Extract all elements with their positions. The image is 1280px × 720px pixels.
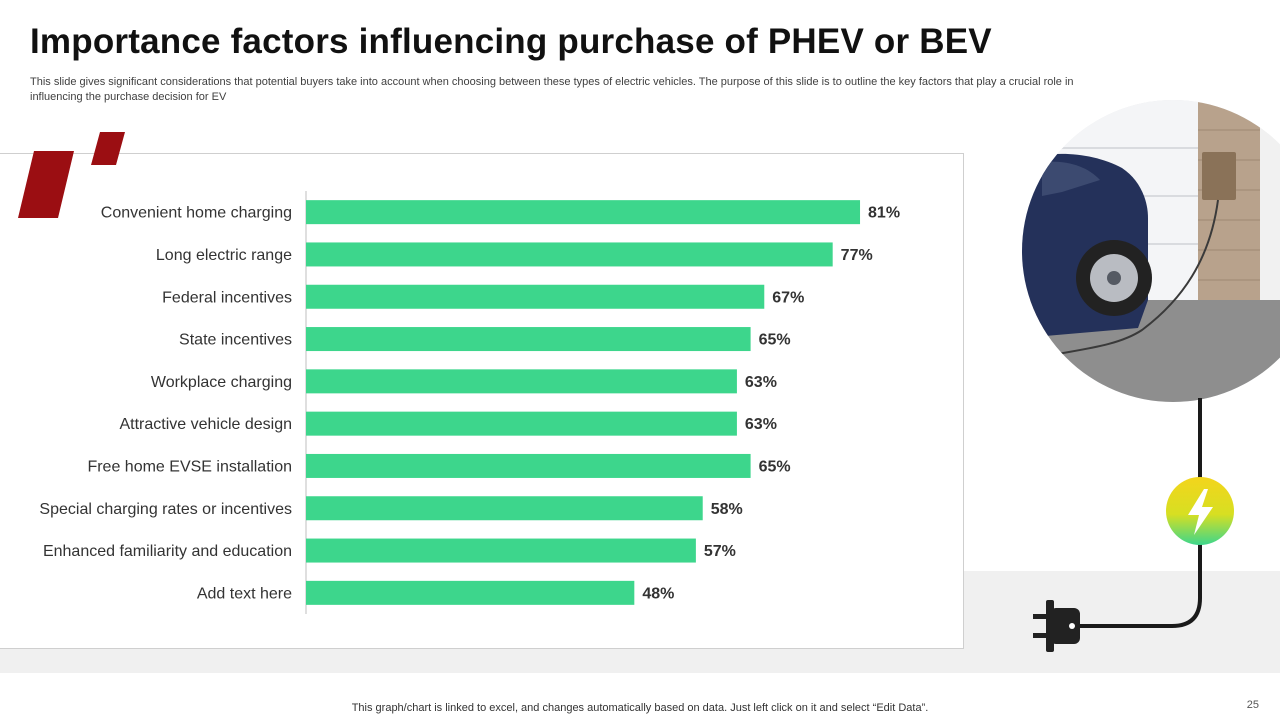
page-number: 25 [1246,699,1259,711]
category-label: State incentives [179,332,292,349]
brick-pillar [1198,100,1260,312]
quote-mark-small [91,132,125,165]
value-label: 57% [704,543,736,560]
category-label: Long electric range [156,247,292,264]
wall-charger [1202,152,1236,200]
power-plug-icon [1050,608,1080,644]
value-label: 48% [642,585,674,602]
cable-graphic [1033,398,1234,652]
value-label: 65% [759,332,791,349]
value-label: 67% [772,289,804,306]
bar[interactable] [306,580,635,605]
bar[interactable] [306,369,737,394]
ev-charging-photo [1022,100,1280,402]
bar[interactable] [306,496,703,521]
value-label: 65% [759,458,791,475]
value-label: 58% [711,501,743,518]
value-label: 63% [745,374,777,391]
category-label: Free home EVSE installation [87,458,292,475]
bar[interactable] [306,327,751,352]
category-label: Attractive vehicle design [119,416,292,433]
bar[interactable] [306,453,751,478]
charging-cable [1022,199,1219,363]
category-label: Add text here [197,585,292,602]
chart-panel[interactable]: Convenient home charging 81% Long electric… [0,153,964,649]
value-label: 63% [745,416,777,433]
quote-mark-large [18,151,74,218]
value-label: 81% [868,205,900,222]
bar[interactable] [306,242,833,267]
quote-marks-icon [18,132,125,218]
category-label: Enhanced familiarity and education [43,543,292,560]
cable-line [1080,398,1202,628]
bar-chart[interactable]: Convenient home charging 81% Long electric… [0,154,965,650]
category-label: Convenient home charging [101,205,292,222]
slide-title: Importance factors influencing purchase … [30,22,992,61]
value-label: 77% [841,247,873,264]
category-label: Special charging rates or incentives [39,501,292,518]
bar[interactable] [306,200,861,225]
slide-subtitle: This slide gives significant considerati… [30,76,1074,103]
category-label: Workplace charging [151,374,292,391]
footer-note: This graph/chart is linked to excel, and… [351,702,929,714]
bar[interactable] [306,411,737,436]
bar[interactable] [306,284,765,309]
category-label: Federal incentives [162,289,292,306]
bar[interactable] [306,538,696,563]
